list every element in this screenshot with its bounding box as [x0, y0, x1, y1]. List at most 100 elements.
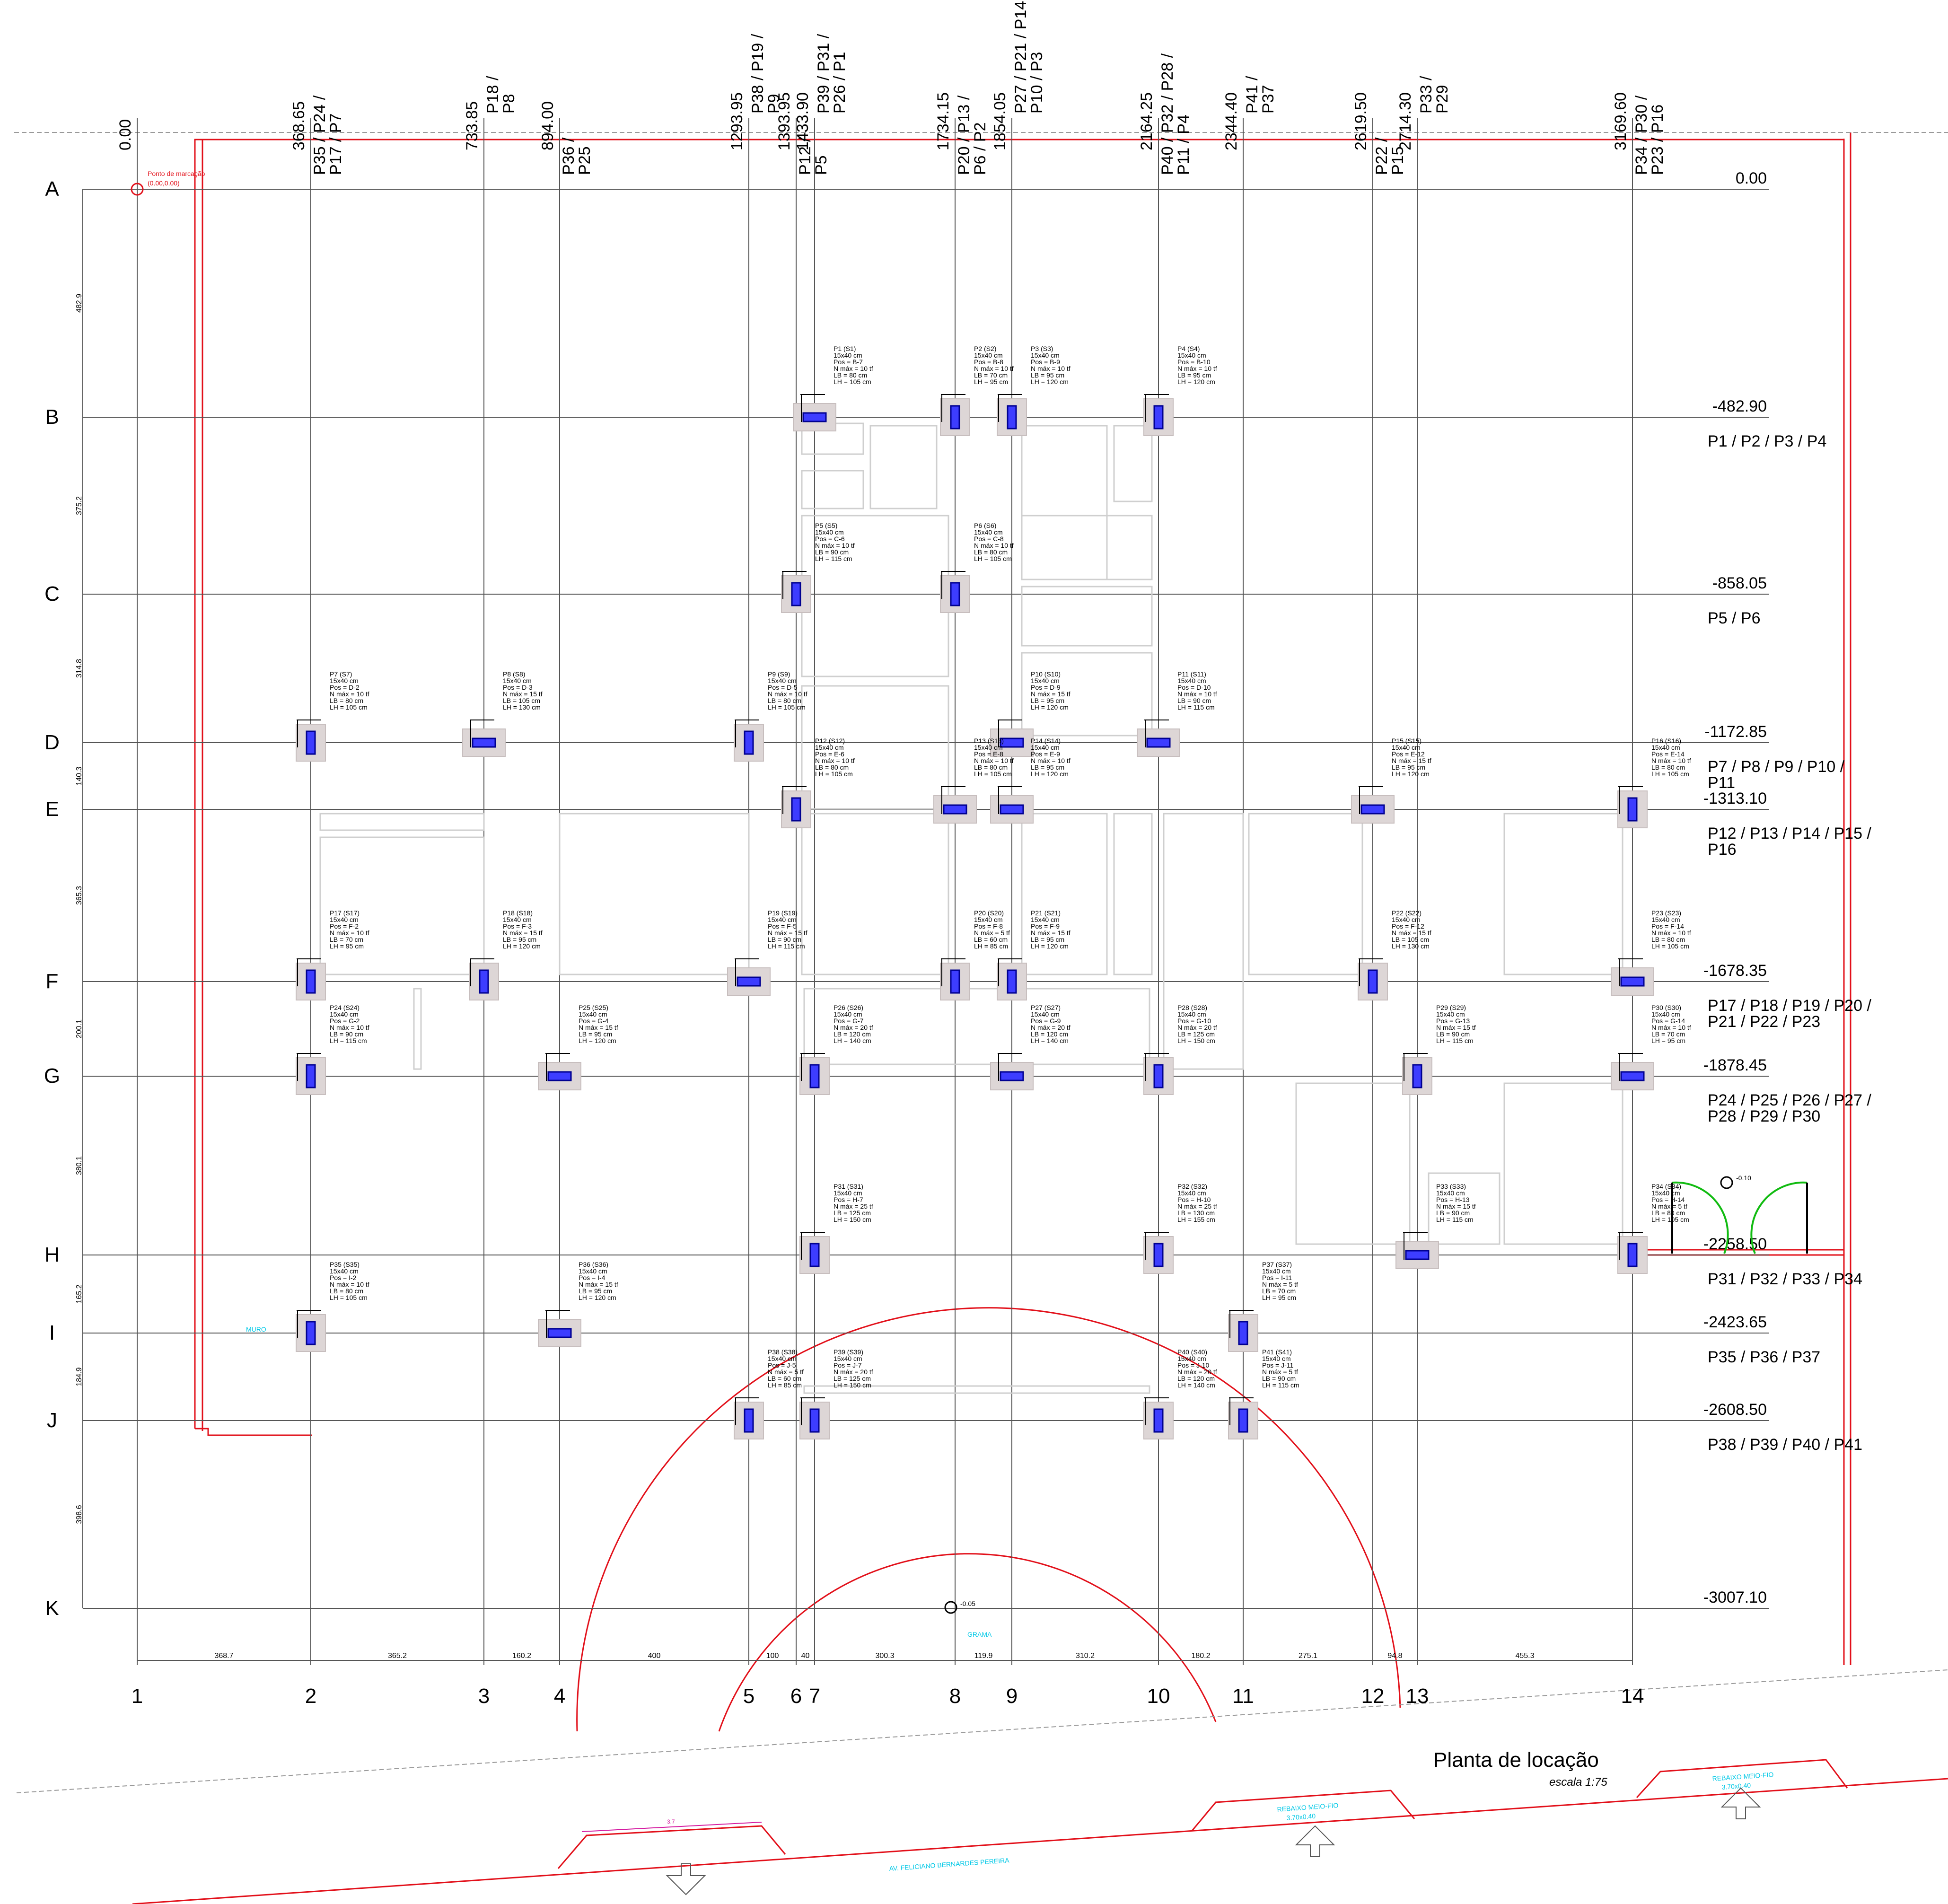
axis-y-coord-D: -1172.85	[1704, 723, 1767, 741]
left-dim-B: 375.2	[75, 496, 83, 515]
axis-x-label-10: 10	[1147, 1685, 1170, 1708]
axis-y-label-H: H	[44, 1243, 60, 1266]
pile-note-line: P4 (S4)	[1177, 345, 1200, 352]
pile-note-line: Pos = B-7	[834, 358, 863, 366]
pile-column	[1627, 1243, 1638, 1267]
pile-note-line: P10 (S10)	[1031, 670, 1061, 678]
axis-x-piles-5-2: P9	[765, 94, 783, 114]
pile-note-line: P26 (S26)	[834, 1004, 863, 1011]
axis-x-label-7: 7	[809, 1685, 820, 1708]
axis-x-coord-13: 2714.30	[1396, 92, 1414, 150]
pile-column	[1146, 737, 1171, 748]
arc-large	[576, 1307, 1401, 1732]
pile-note-line: P30 (S30)	[1651, 1004, 1681, 1011]
axis-x-piles-11-2: P37	[1259, 85, 1277, 114]
axis-y-piles-H: P31 / P32 / P33 / P34	[1708, 1270, 1862, 1288]
axis-x-piles-2-2: P17 / P7	[327, 114, 345, 175]
site-wall-left	[195, 1428, 312, 1436]
axis-y-piles-B: P1 / P2 / P3 / P4	[1708, 432, 1826, 450]
pile-column	[1368, 969, 1378, 994]
pile-note-line: LB = 90 cm	[1262, 1375, 1296, 1382]
pile-column	[306, 1321, 316, 1345]
ramp-right-label-1: REBAIXO MEIO-FIO	[1712, 1771, 1774, 1782]
pile-column	[802, 412, 827, 422]
pile-note-line: P14 (S14)	[1031, 737, 1061, 745]
ramp-mid-label-2: 3.70x0.40	[1286, 1812, 1316, 1822]
pile-note-line: 15x40 cm	[815, 744, 844, 751]
pile-note-line: LH = 150 cm	[834, 1216, 871, 1223]
pile-note-line: LH = 105 cm	[974, 770, 1012, 778]
pile-note-line: LH = 105 cm	[330, 703, 368, 711]
pile-note-line: LH = 120 cm	[503, 942, 541, 950]
axis-y-coord-G: -1878.45	[1703, 1056, 1767, 1074]
axis-y-label-B: B	[45, 405, 59, 429]
pile-note-line: N máx = 10 tf	[974, 757, 1014, 764]
pile-note-line: Pos = F-2	[330, 922, 359, 930]
axis-x-piles-13: P33 /	[1417, 76, 1435, 114]
pile-column	[547, 1071, 572, 1081]
pile-note-line: Pos = D-3	[503, 684, 533, 691]
pile-note-line: N máx = 20 tf	[1177, 1024, 1217, 1031]
ramp-left-dim: 3.7	[667, 1818, 675, 1825]
pile-note-line: 15x40 cm	[330, 1010, 359, 1018]
pile-note-line: LH = 105 cm	[768, 703, 806, 711]
axis-x-piles-3-2: P8	[500, 94, 518, 114]
misc-annotations: Ponto de marcação (0.00,0.00) MURO -0.10 -0.…	[131, 170, 1808, 1895]
axis-x-piles-8-2: P6 / P2	[971, 122, 989, 175]
pile-note-line: Pos = D-2	[330, 684, 360, 691]
pile-note-line: 15x40 cm	[768, 916, 797, 923]
pile-note-line: 15x40 cm	[1177, 1355, 1206, 1362]
pile-note-line: N máx = 20 tf	[1031, 1024, 1071, 1031]
pile-note-line: N máx = 15 tf	[1436, 1024, 1476, 1031]
pile-note-line: P3 (S3)	[1031, 345, 1053, 352]
pile-note-line: LB = 125 cm	[834, 1375, 871, 1382]
arrow-up-icon	[1720, 1787, 1761, 1819]
axis-y-label-E: E	[45, 798, 59, 821]
axis-y-piles-F: P21 / P22 / P23	[1708, 1013, 1820, 1031]
pile-note-line: Pos = J-10	[1177, 1361, 1210, 1369]
pile-note-line: 15x40 cm	[1031, 677, 1060, 684]
pile-note-line: P20 (S20)	[974, 909, 1004, 917]
axis-x-label-11: 11	[1232, 1685, 1254, 1708]
axis-y-piles-J: P38 / P39 / P40 / P41	[1708, 1436, 1862, 1454]
pile-note-line: N máx = 5 tf	[1651, 1202, 1687, 1210]
pile-note-line: LB = 70 cm	[1651, 1030, 1685, 1038]
pile-note-line: N máx = 25 tf	[1177, 1202, 1217, 1210]
ramp-right	[1636, 1759, 1848, 1799]
left-dim-A: 482.9	[75, 294, 83, 313]
beam-outline-2	[869, 425, 938, 509]
pile-note-line: N máx = 10 tf	[1651, 929, 1691, 937]
pile-note-line: P13 (S13)	[974, 737, 1004, 745]
pile-note-line: N máx = 10 tf	[1031, 757, 1071, 764]
beam-outline-25	[803, 1385, 1150, 1394]
pile-note-line: N máx = 10 tf	[974, 542, 1014, 549]
beam-outline-24	[1428, 1172, 1500, 1245]
pile-note-line: N máx = 15 tf	[1392, 757, 1431, 764]
pile-note-line: Pos = G-7	[834, 1017, 864, 1025]
bottom-dim-10: 180.2	[1191, 1652, 1210, 1660]
ramp-mid-label-1: REBAIXO MEIO-FIO	[1277, 1801, 1339, 1813]
wall-tag: MURO	[246, 1325, 266, 1333]
grass-label: GRAMA	[967, 1631, 992, 1638]
axis-y-label-G: G	[44, 1064, 60, 1088]
pile-note-line: 15x40 cm	[1262, 1267, 1291, 1275]
pile-note-line: N máx = 10 tf	[768, 690, 807, 698]
pile-note-line: 15x40 cm	[834, 1355, 862, 1362]
pile-note-line: N máx = 25 tf	[834, 1202, 873, 1210]
pile-note-line: LH = 115 cm	[1262, 1381, 1299, 1389]
bottom-dim-3: 160.2	[512, 1652, 531, 1660]
pile-note-line: LH = 105 cm	[1651, 1216, 1689, 1223]
